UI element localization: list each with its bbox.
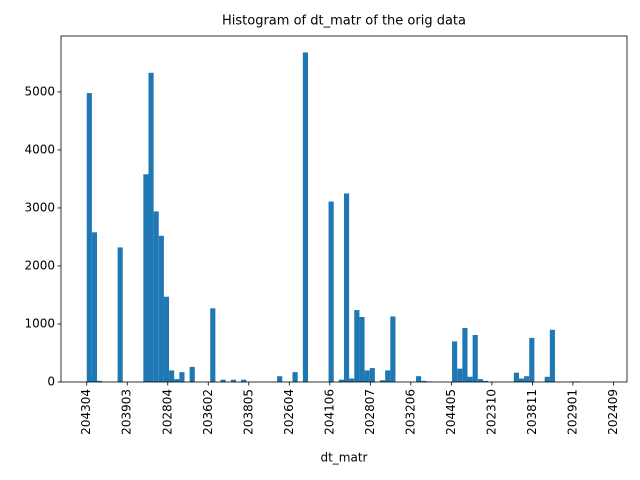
bar (169, 370, 175, 382)
bar (513, 372, 519, 382)
bar (230, 379, 236, 382)
x-tick-label: 204405 (444, 389, 458, 435)
y-tick-label: 4000 (24, 142, 55, 156)
bar (462, 328, 468, 382)
bar (524, 376, 530, 382)
x-tick-label: 204106 (322, 389, 336, 435)
bar (416, 376, 422, 382)
bar (328, 201, 334, 382)
bar (349, 378, 355, 382)
x-tick-label: 202409 (606, 389, 620, 435)
x-tick-label: 202807 (363, 389, 377, 435)
x-tick-label: 203811 (525, 389, 539, 435)
bar (380, 380, 386, 382)
bar (477, 379, 483, 382)
x-tick-label: 202310 (484, 389, 498, 435)
bar (385, 370, 391, 382)
y-tick-label: 1000 (24, 316, 55, 330)
bar (457, 368, 463, 382)
bar (359, 317, 365, 382)
x-tick-label: 202901 (565, 389, 579, 435)
bar (220, 379, 226, 382)
bar (97, 380, 103, 382)
bar (364, 370, 370, 382)
bar (148, 72, 154, 382)
x-tick-label: 203903 (120, 389, 134, 435)
bar (354, 310, 360, 382)
x-tick-label: 203805 (241, 389, 255, 435)
bar (544, 376, 550, 382)
bar (482, 380, 489, 382)
bar (143, 174, 149, 382)
bar (390, 316, 396, 382)
bar (158, 235, 164, 382)
x-tick-label: 203206 (403, 389, 417, 435)
bar (344, 193, 350, 382)
bar (369, 368, 375, 382)
x-tick-label: 202604 (282, 389, 296, 435)
bar (153, 211, 159, 382)
chart-title: Histogram of dt_matr of the orig data (222, 14, 466, 29)
x-axis-label: dt_matr (320, 451, 367, 465)
bar (179, 372, 185, 382)
y-tick-label: 5000 (24, 84, 55, 98)
bar (277, 376, 283, 382)
x-tick-label: 203602 (201, 389, 215, 435)
y-tick-label: 2000 (24, 258, 55, 272)
bar (210, 308, 216, 382)
x-tick-label: 204304 (79, 389, 93, 435)
bar (117, 247, 123, 382)
y-tick-label: 0 (47, 375, 55, 389)
bar (163, 296, 170, 382)
bar (86, 93, 92, 382)
bar (549, 329, 555, 382)
bar (292, 372, 298, 382)
bar (472, 335, 478, 382)
plot-frame (60, 35, 628, 383)
bar (467, 376, 473, 382)
bar (91, 232, 98, 382)
bar (421, 380, 427, 382)
bar (174, 379, 180, 382)
bar (529, 337, 535, 382)
x-tick-label: 202804 (160, 389, 174, 435)
bar (518, 378, 525, 382)
bar (452, 341, 458, 382)
y-tick-label: 3000 (24, 200, 55, 214)
bar (189, 366, 195, 382)
bar (302, 52, 308, 382)
bar (241, 379, 247, 382)
bar (338, 379, 344, 382)
